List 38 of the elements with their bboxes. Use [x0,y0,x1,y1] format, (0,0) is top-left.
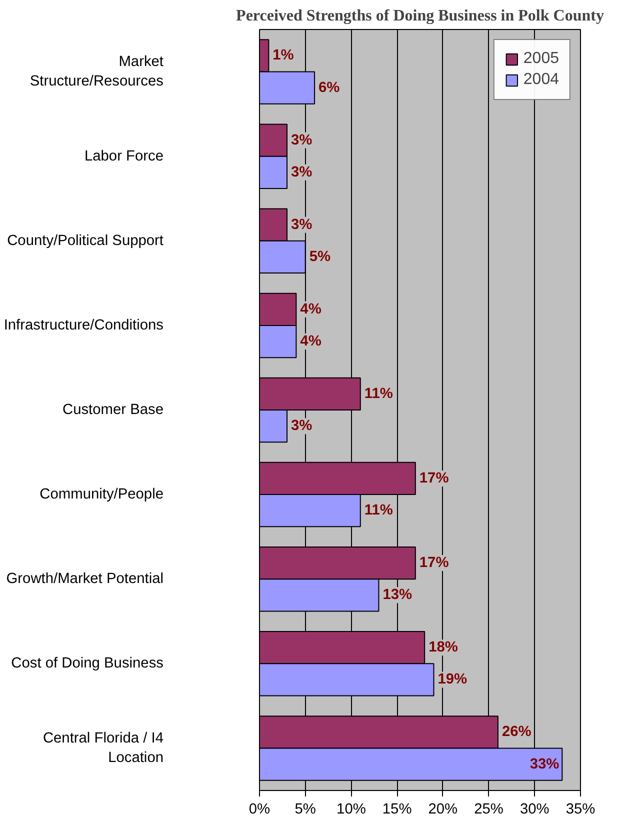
x-tick-label: 30% [520,802,550,818]
data-label: 19% [438,672,468,688]
legend-label: 2004 [523,71,559,89]
data-label: 3% [291,164,312,180]
y-tick-label: Customer Base [62,402,164,418]
data-label: 3% [291,216,312,233]
data-label: 18% [428,640,458,656]
data-label: 4% [300,301,322,318]
data-label: 13% [382,587,412,604]
data-label: 11% [364,386,393,402]
y-tick-label: Cost of Doing Business [11,656,164,672]
x-tick-label: 10% [336,802,366,818]
data-label: 17% [419,555,449,572]
x-tick-label: 25% [474,802,504,818]
y-tick-label: Central Florida / I4 Location [42,730,164,766]
data-label: 3% [291,132,312,148]
x-tick-label: 35% [566,802,596,818]
chart-title: Perceived Strengths of Doing Business in Polk County [236,8,604,24]
data-label: 1% [272,48,294,64]
data-label: 4% [300,334,322,350]
y-tick-label: County/Political Support [7,232,164,249]
y-tick-label: Community/People [40,486,164,503]
x-tick-label: 0% [248,802,270,818]
x-tick-label: 20% [428,802,458,818]
data-label: 17% [419,470,449,486]
y-tick-label: Growth/Market Potential [6,571,164,588]
y-tick-label: Infrastructure/Conditions [4,317,164,334]
data-label: 11% [364,502,393,519]
data-label: 26% [502,724,532,740]
data-label: 33% [530,756,560,772]
data-label: 5% [309,248,331,265]
data-label: 3% [291,418,312,434]
legend-label: 2005 [523,50,559,68]
x-tick-label: 15% [382,802,412,818]
y-tick-label: Market Structure/Resources [30,54,164,90]
data-label: 6% [318,80,340,96]
y-tick-label: Labor Force [84,148,164,164]
x-tick-label: 5% [294,802,316,818]
